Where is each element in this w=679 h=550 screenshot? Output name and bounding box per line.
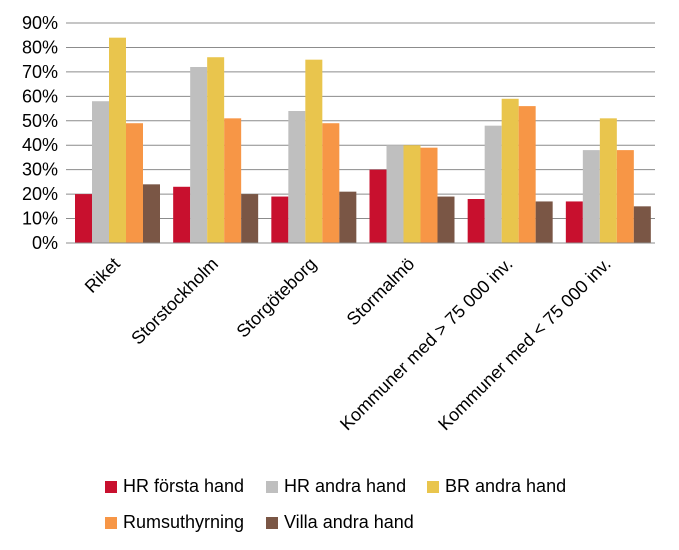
y-tick-label: 90% [22, 13, 58, 33]
bar [518, 106, 536, 243]
legend-label: Villa andra hand [284, 512, 414, 532]
x-tick-label: Kommuner med > 75 000 inv. [336, 254, 517, 435]
legend-item: Villa andra hand [266, 512, 414, 533]
bar [403, 145, 421, 243]
legend-swatch [105, 516, 117, 529]
y-tick-label: 0% [32, 233, 58, 253]
x-tick-label: Stormalmö [343, 254, 419, 330]
y-tick-label: 70% [22, 62, 58, 82]
bar [535, 201, 553, 243]
bar [501, 98, 519, 244]
legend-swatch [266, 480, 278, 493]
bar [616, 150, 634, 243]
bar [241, 194, 259, 243]
x-tick-label: Storgöteborg [233, 254, 321, 342]
bar [109, 37, 126, 243]
y-tick-label: 50% [22, 111, 58, 131]
bar [386, 145, 404, 243]
x-tick-label: Storstockholm [127, 254, 222, 349]
bar [420, 147, 438, 243]
gridlines [66, 22, 655, 220]
bar [75, 194, 92, 243]
y-tick-label: 60% [22, 86, 58, 106]
legend-label: HR första hand [123, 476, 245, 496]
x-tick-label: Riket [81, 254, 124, 297]
bar [173, 186, 191, 243]
bar [339, 191, 357, 243]
y-tick-label: 80% [22, 37, 58, 57]
legend-label: HR andra hand [284, 476, 407, 496]
bar [582, 150, 600, 243]
x-tick-label: Kommuner med < 75 000 inv. [434, 254, 615, 435]
bars [75, 37, 651, 244]
x-axis-tick-labels: Riket Storstockholm Storgöteborg StormalmöK… [81, 254, 615, 435]
y-tick-label: 30% [22, 160, 58, 180]
legend-item: HR första hand [105, 476, 244, 497]
legend-item: Rumsuthyrning [105, 512, 244, 533]
bar [565, 201, 583, 243]
legend: HR första hand HR andra hand BR andra hand… [0, 468, 679, 548]
bar [190, 67, 208, 243]
bar [467, 199, 485, 243]
bar [207, 57, 225, 243]
legend-swatch [266, 516, 278, 529]
y-tick-label: 40% [22, 135, 58, 155]
legend-item: BR andra hand [427, 476, 566, 497]
legend-swatch [105, 480, 117, 493]
bar [322, 123, 340, 243]
bar [599, 118, 617, 243]
legend-label: Rumsuthyrning [123, 512, 245, 532]
y-tick-label: 10% [22, 209, 58, 229]
y-tick-label: 20% [22, 184, 58, 204]
bar [437, 196, 455, 243]
bar-chart: 0% 10% 20% 30% 40% 50% 60% 70% 80% 90% Riket Stors… [22, 13, 655, 435]
bar [143, 184, 160, 243]
bar [271, 196, 289, 243]
bar [126, 123, 143, 243]
bar [288, 111, 306, 243]
legend-item: HR andra hand [266, 476, 406, 497]
legend-swatch [427, 480, 439, 493]
bar [92, 101, 109, 243]
y-axis-tick-labels: 0% 10% 20% 30% 40% 50% 60% 70% 80% 90% [22, 13, 58, 253]
bar [369, 169, 387, 243]
bar [305, 59, 323, 243]
bar [484, 125, 502, 243]
bar [224, 118, 242, 243]
legend-label: BR andra hand [445, 476, 567, 496]
bar [633, 206, 651, 243]
